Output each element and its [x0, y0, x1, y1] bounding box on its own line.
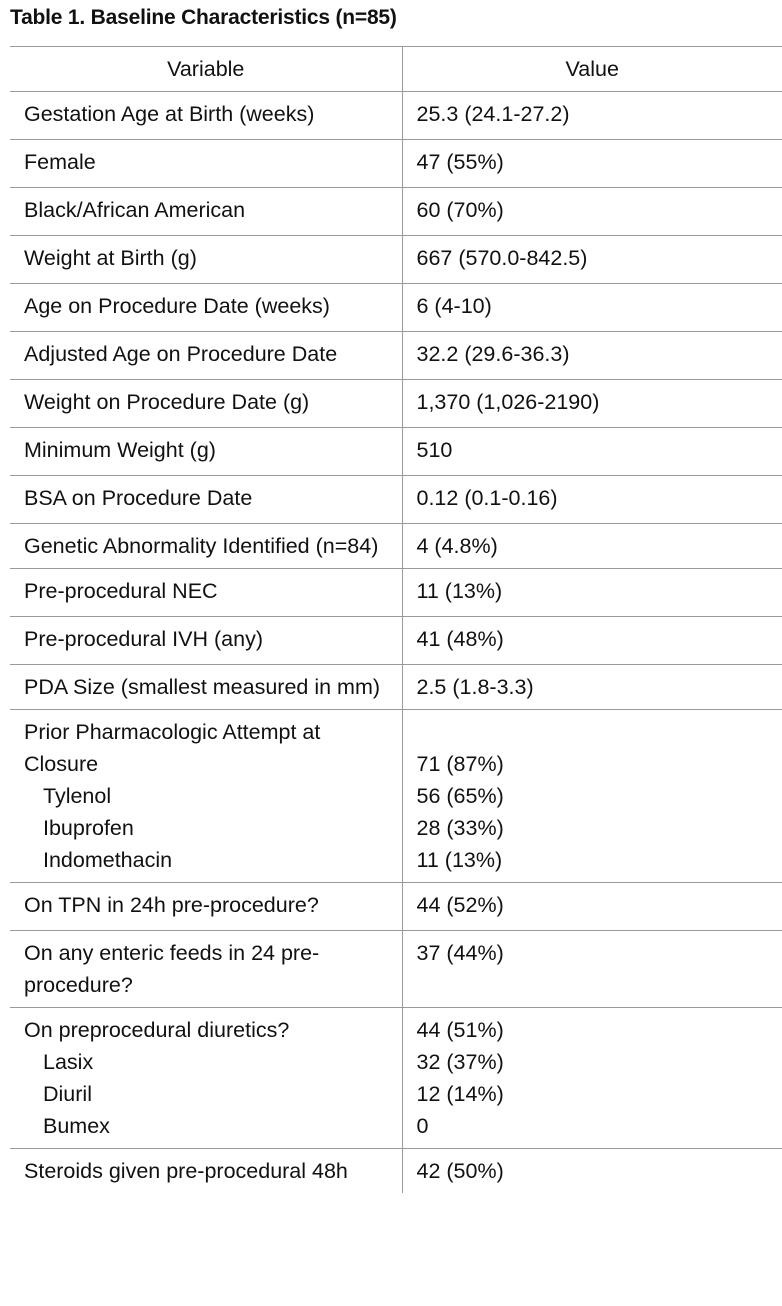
table-row: Adjusted Age on Procedure Date 32.2 (29.…: [10, 331, 782, 380]
table-row: Steroids given pre-procedural 48h 42 (50…: [10, 1148, 782, 1193]
variable-cell: BSA on Procedure Date: [10, 475, 403, 524]
value-cell: 6 (4-10): [402, 283, 782, 332]
column-header-value: Value: [402, 46, 782, 92]
subitem-value: 0: [416, 1114, 429, 1138]
variable-cell: On preprocedural diuretics? Lasix Diuril…: [10, 1007, 403, 1149]
value-cell: 2.5 (1.8-3.3): [402, 664, 782, 710]
subitem-label: Bumex: [43, 1114, 110, 1138]
table-row-group: Prior Pharmacologic Attempt at Closure T…: [10, 709, 782, 883]
subitem-label: Lasix: [43, 1050, 94, 1074]
value-cell: 667 (570.0-842.5): [402, 235, 782, 284]
variable-line: Closure: [24, 752, 99, 776]
value-cell: 1,370 (1,026-2190): [402, 379, 782, 428]
variable-cell: Age on Procedure Date (weeks): [10, 283, 403, 332]
variable-cell: Female: [10, 139, 403, 188]
value-cell: 71 (87%) 56 (65%) 28 (33%) 11 (13%): [402, 709, 782, 883]
variable-cell: On any enteric feeds in 24 pre- procedur…: [10, 930, 403, 1008]
variable-cell: Steroids given pre-procedural 48h: [10, 1148, 403, 1193]
table-row: Pre-procedural IVH (any) 41 (48%): [10, 616, 782, 665]
variable-cell: Genetic Abnormality Identified (n=84): [10, 523, 403, 569]
baseline-characteristics-table: Variable Value Gestation Age at Birth (w…: [10, 46, 782, 1193]
table-row: Weight at Birth (g) 667 (570.0-842.5): [10, 235, 782, 284]
variable-cell: Black/African American: [10, 187, 403, 236]
value-cell: 42 (50%): [402, 1148, 782, 1193]
table-row: Pre-procedural NEC 11 (13%): [10, 568, 782, 617]
variable-cell: Gestation Age at Birth (weeks): [10, 91, 403, 140]
table-row: Weight on Procedure Date (g) 1,370 (1,02…: [10, 379, 782, 428]
subitem-value: 28 (33%): [416, 816, 504, 840]
table-caption: Table 1. Baseline Characteristics (n=85): [10, 6, 397, 29]
table-row: PDA Size (smallest measured in mm) 2.5 (…: [10, 664, 782, 710]
value-cell: 60 (70%): [402, 187, 782, 236]
variable-cell: Weight at Birth (g): [10, 235, 403, 284]
variable-line: On any enteric feeds in 24 pre-: [24, 941, 320, 965]
value-spacer: [417, 716, 782, 748]
subitem-label: Tylenol: [43, 784, 112, 808]
value-cell: 25.3 (24.1-27.2): [402, 91, 782, 140]
subitem-label: Diuril: [43, 1082, 92, 1106]
subitem-value: 12 (14%): [416, 1082, 504, 1106]
table-row: Minimum Weight (g) 510: [10, 427, 782, 476]
variable-cell: Adjusted Age on Procedure Date: [10, 331, 403, 380]
variable-line: procedure?: [24, 973, 133, 997]
table-row: On TPN in 24h pre-procedure? 44 (52%): [10, 882, 782, 931]
value-cell: 41 (48%): [402, 616, 782, 665]
variable-line: Prior Pharmacologic Attempt at: [24, 720, 321, 744]
group-value: 71 (87%): [416, 752, 504, 776]
table-row: Gestation Age at Birth (weeks) 25.3 (24.…: [10, 91, 782, 140]
table-row: Genetic Abnormality Identified (n=84) 4 …: [10, 523, 782, 569]
variable-cell: Pre-procedural NEC: [10, 568, 403, 617]
table-row: On any enteric feeds in 24 pre- procedur…: [10, 930, 782, 1008]
subitem-label: Ibuprofen: [43, 816, 134, 840]
value-cell: 47 (55%): [402, 139, 782, 188]
value-cell: 44 (52%): [402, 882, 782, 931]
value-cell: 32.2 (29.6-36.3): [402, 331, 782, 380]
table-row: Female 47 (55%): [10, 139, 782, 188]
value-cell: 44 (51%) 32 (37%) 12 (14%) 0: [402, 1007, 782, 1149]
column-header-variable: Variable: [10, 46, 403, 92]
value-cell: 4 (4.8%): [402, 523, 782, 569]
value-cell: 0.12 (0.1-0.16): [402, 475, 782, 524]
variable-cell: Prior Pharmacologic Attempt at Closure T…: [10, 709, 403, 883]
value-cell: 510: [402, 427, 782, 476]
variable-cell: Weight on Procedure Date (g): [10, 379, 403, 428]
table-row: Age on Procedure Date (weeks) 6 (4-10): [10, 283, 782, 332]
subitem-value: 32 (37%): [416, 1050, 504, 1074]
variable-cell: On TPN in 24h pre-procedure?: [10, 882, 403, 931]
group-value: 44 (51%): [416, 1018, 504, 1042]
table-row: Black/African American 60 (70%): [10, 187, 782, 236]
table-row: BSA on Procedure Date 0.12 (0.1-0.16): [10, 475, 782, 524]
variable-cell: Minimum Weight (g): [10, 427, 403, 476]
table-header-row: Variable Value: [10, 46, 782, 92]
variable-cell: PDA Size (smallest measured in mm): [10, 664, 403, 710]
variable-cell: Pre-procedural IVH (any): [10, 616, 403, 665]
subitem-value: 11 (13%): [416, 848, 503, 872]
value-cell: 37 (44%): [402, 930, 782, 1008]
variable-line: On preprocedural diuretics?: [24, 1018, 290, 1042]
subitem-value: 56 (65%): [416, 784, 504, 808]
subitem-label: Indomethacin: [43, 848, 173, 872]
value-cell: 11 (13%): [402, 568, 782, 617]
table-row-group: On preprocedural diuretics? Lasix Diuril…: [10, 1007, 782, 1149]
